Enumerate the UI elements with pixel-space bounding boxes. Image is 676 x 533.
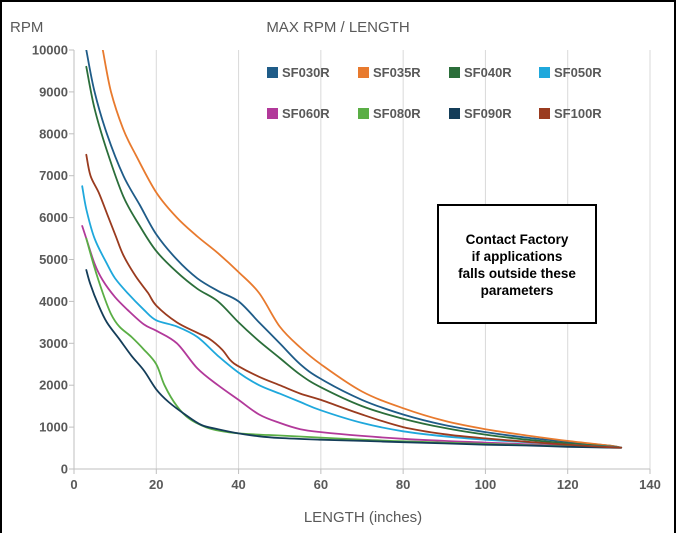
series-line-sf090r (85, 269, 623, 449)
series-line-sf100r (85, 153, 623, 449)
note-line: Contact Factory (466, 232, 569, 247)
y-tick-label: 8000 (39, 126, 68, 141)
legend-swatch (267, 67, 278, 78)
legend-label: SF040R (464, 65, 512, 80)
x-tick-label: 20 (149, 477, 163, 492)
series-layer (81, 50, 623, 449)
y-axis-label: RPM (10, 19, 43, 36)
legend-label: SF100R (554, 106, 602, 121)
series-line-sf035r (101, 50, 623, 449)
y-tick-label: 10000 (32, 43, 68, 58)
note-text: Contact Factory if applications falls outs… (458, 232, 576, 298)
legend-item-sf035r: SF035R (358, 65, 421, 80)
series-line-sf030r (85, 50, 623, 449)
legend-label: SF080R (373, 106, 421, 121)
y-tick-label: 1000 (39, 420, 68, 435)
legend-swatch (449, 67, 460, 78)
x-axis-label: LENGTH (inches) (304, 509, 422, 526)
legend-item-sf080r: SF080R (358, 106, 421, 121)
legend-item-sf090r: SF090R (449, 106, 512, 121)
legend-item-sf040r: SF040R (449, 65, 512, 80)
y-tick-label: 6000 (39, 210, 68, 225)
y-tick-label: 7000 (39, 168, 68, 183)
legend-item-sf030r: SF030R (267, 65, 330, 80)
legend-item-sf100r: SF100R (539, 106, 602, 121)
x-tick-label: 140 (639, 477, 661, 492)
legend-swatch (539, 108, 550, 119)
y-tick-label: 3000 (39, 336, 68, 351)
axis-layer: 0100020003000400050006000700080009000100… (32, 43, 661, 493)
note-border (437, 204, 597, 324)
legend-label: SF050R (554, 65, 602, 80)
x-tick-label: 40 (231, 477, 245, 492)
legend-item-sf050r: SF050R (539, 65, 602, 80)
series-line-sf050r (81, 185, 623, 449)
series-line-sf040r (85, 65, 623, 449)
note-line: if applications (472, 249, 563, 264)
x-tick-label: 120 (557, 477, 579, 492)
legend-label: SF060R (282, 106, 330, 121)
legend-swatch (358, 108, 369, 119)
legend-layer: SF030R SF035R SF040R SF050R SF060R SF080R SF09… (267, 65, 602, 121)
y-tick-label: 4000 (39, 294, 68, 309)
legend-label: SF035R (373, 65, 421, 80)
legend-swatch (449, 108, 460, 119)
y-tick-label: 5000 (39, 252, 68, 267)
x-tick-label: 0 (70, 477, 77, 492)
x-tick-label: 100 (475, 477, 497, 492)
contact-factory-note: Contact Factory if applications falls outs… (437, 204, 597, 324)
y-tick-label: 0 (61, 462, 68, 477)
legend-swatch (539, 67, 550, 78)
legend-swatch (267, 108, 278, 119)
legend-label: SF090R (464, 106, 512, 121)
x-tick-label: 60 (314, 477, 328, 492)
y-tick-label: 2000 (39, 378, 68, 393)
chart-title: MAX RPM / LENGTH (266, 19, 409, 36)
series-line-sf060r (81, 225, 623, 449)
note-line: falls outside these (458, 266, 576, 281)
legend-swatch (358, 67, 369, 78)
legend-label: SF030R (282, 65, 330, 80)
legend-item-sf060r: SF060R (267, 106, 330, 121)
y-tick-label: 9000 (39, 84, 68, 99)
note-line: parameters (481, 283, 554, 298)
x-tick-label: 80 (396, 477, 410, 492)
